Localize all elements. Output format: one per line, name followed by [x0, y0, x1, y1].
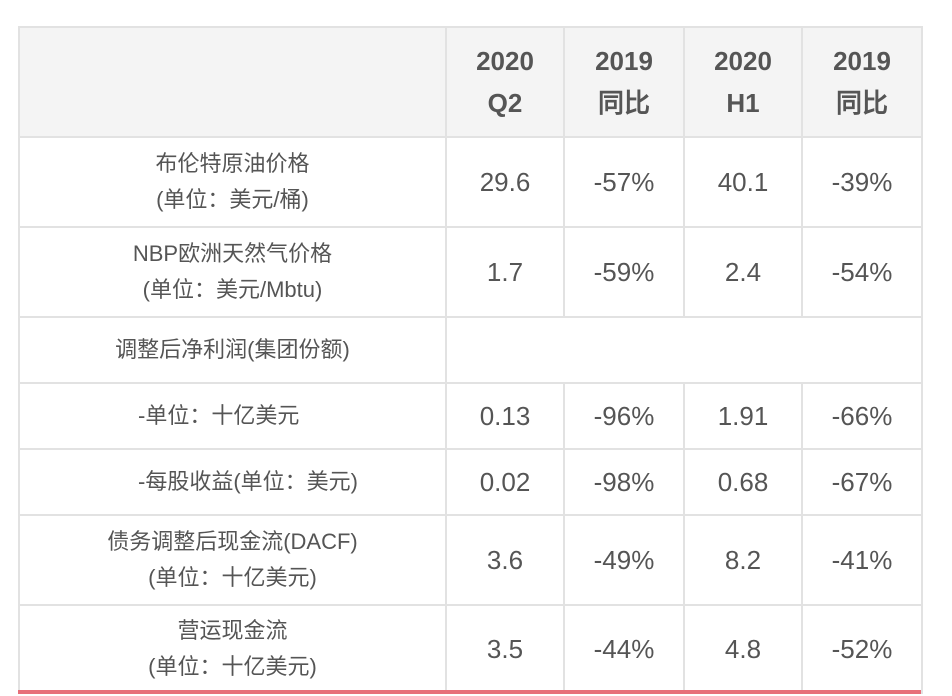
row-label: 布伦特原油价格 (单位：美元/桶)	[18, 136, 447, 228]
cell-h1-yoy: -54%	[801, 226, 923, 318]
cell-h1: 4.8	[683, 604, 803, 694]
cell-h1: 1.91	[683, 382, 803, 450]
header-2019-yoy-q2: 2019 同比	[563, 26, 685, 138]
cell-h1-yoy: -52%	[801, 604, 923, 694]
cell-q2: 0.02	[445, 448, 565, 516]
cell-h1-yoy: -67%	[801, 448, 923, 516]
cell-q2: 29.6	[445, 136, 565, 228]
row-label: NBP欧洲天然气价格 (单位：美元/Mbtu)	[18, 226, 447, 318]
cell-h1-yoy: -66%	[801, 382, 923, 450]
header-2019-yoy-h1: 2019 同比	[801, 26, 923, 138]
row-label: 营运现金流 (单位：十亿美元)	[18, 604, 447, 694]
table-row-nbp: NBP欧洲天然气价格 (单位：美元/Mbtu) 1.7 -59% 2.4 -54…	[18, 226, 923, 318]
table-row-dacf: 债务调整后现金流(DACF) (单位：十亿美元) 3.6 -49% 8.2 -4…	[18, 514, 923, 606]
data-table-container: 2020 Q2 2019 同比 2020 H1 2019 同比 布伦特原油价格 …	[18, 26, 923, 694]
cell-q2-yoy: -57%	[563, 136, 685, 228]
cell-q2-yoy: -96%	[563, 382, 685, 450]
cell-q2: 0.13	[445, 382, 565, 450]
cell-h1: 0.68	[683, 448, 803, 516]
row-label: -每股收益(单位：美元)	[18, 448, 447, 516]
table-row-operating-cash-flow: 营运现金流 (单位：十亿美元) 3.5 -44% 4.8 -52%	[18, 604, 923, 694]
table-row-billion-usd: -单位：十亿美元 0.13 -96% 1.91 -66%	[18, 382, 923, 450]
cell-q2-yoy: -59%	[563, 226, 685, 318]
cell-h1: 2.4	[683, 226, 803, 318]
cell-q2: 3.6	[445, 514, 565, 606]
cell-q2-yoy: -49%	[563, 514, 685, 606]
header-empty-cell	[18, 26, 447, 138]
header-2020-h1: 2020 H1	[683, 26, 803, 138]
header-2020-q2: 2020 Q2	[445, 26, 565, 138]
row-label: 债务调整后现金流(DACF) (单位：十亿美元)	[18, 514, 447, 606]
row-label: -单位：十亿美元	[18, 382, 447, 450]
table-header-row: 2020 Q2 2019 同比 2020 H1 2019 同比	[18, 26, 923, 138]
cell-h1-yoy: -41%	[801, 514, 923, 606]
cell-h1-yoy: -39%	[801, 136, 923, 228]
cell-q2-yoy: -98%	[563, 448, 685, 516]
table-row-eps: -每股收益(单位：美元) 0.02 -98% 0.68 -67%	[18, 448, 923, 516]
cell-h1: 8.2	[683, 514, 803, 606]
table-row-brent: 布伦特原油价格 (单位：美元/桶) 29.6 -57% 40.1 -39%	[18, 136, 923, 228]
cell-h1: 40.1	[683, 136, 803, 228]
table-row-adjusted-net-income: 调整后净利润(集团份额)	[18, 316, 923, 384]
cell-q2: 3.5	[445, 604, 565, 694]
cell-q2: 1.7	[445, 226, 565, 318]
row-label: 调整后净利润(集团份额)	[18, 316, 447, 384]
empty-merged-cell	[445, 316, 923, 384]
bottom-accent-line	[18, 690, 921, 694]
financial-table: 2020 Q2 2019 同比 2020 H1 2019 同比 布伦特原油价格 …	[18, 26, 923, 694]
cell-q2-yoy: -44%	[563, 604, 685, 694]
